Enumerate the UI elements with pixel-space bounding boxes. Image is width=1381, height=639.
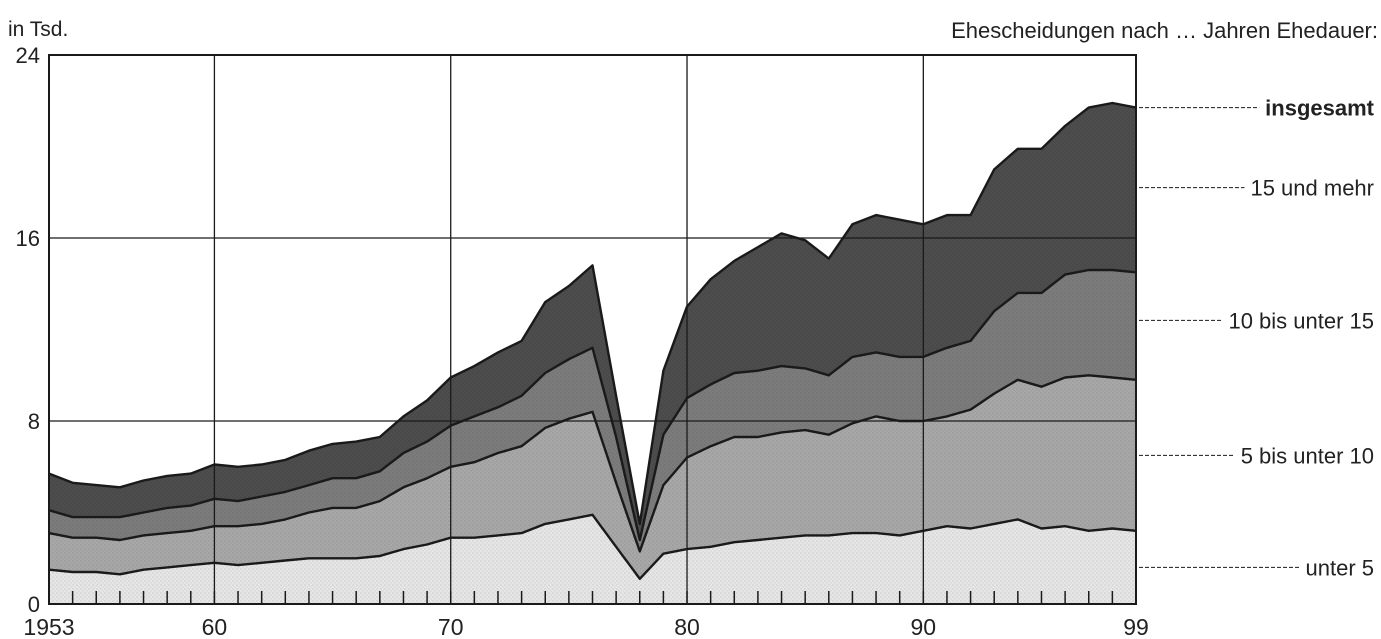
series-line-5-bis-unter-10 bbox=[48, 374, 1137, 553]
series-line-10-bis-unter-15 bbox=[48, 268, 1137, 542]
y-tick-label: 24 bbox=[16, 43, 40, 68]
y-tick-label: 16 bbox=[16, 226, 40, 251]
legend-label: 15 und mehr bbox=[1250, 176, 1374, 201]
legend-label: 10 bis unter 15 bbox=[1228, 308, 1374, 333]
x-tick-label: 90 bbox=[911, 614, 937, 639]
x-tick-label: 60 bbox=[202, 614, 228, 639]
x-tick-label: 1953 bbox=[23, 614, 74, 639]
legend-label: 5 bis unter 10 bbox=[1241, 443, 1374, 468]
x-tick-label: 99 bbox=[1123, 614, 1149, 639]
series-legend: insgesamt 15 und mehr 10 bis unter 15 5 bis… bbox=[1139, 96, 1375, 580]
x-tick-marks bbox=[48, 591, 1137, 604]
legend-label: insgesamt bbox=[1265, 96, 1374, 121]
series-line-unter-5 bbox=[48, 513, 1137, 580]
series-boundaries bbox=[48, 101, 1137, 580]
y-tick-label: 8 bbox=[28, 409, 40, 434]
tick-labels: 0 8 16 24 1953 60 70 80 90 99 bbox=[16, 43, 1149, 639]
series-line-15-und-mehr bbox=[48, 101, 1137, 526]
legend-label: unter 5 bbox=[1306, 555, 1375, 580]
y-tick-label: 0 bbox=[28, 592, 40, 617]
area-texture bbox=[49, 103, 1136, 540]
grid-lines bbox=[49, 55, 1136, 604]
legend-title: Ehescheidungen nach … Jahren Ehedauer: bbox=[951, 18, 1378, 43]
area-texture bbox=[49, 514, 1136, 604]
area-texture bbox=[49, 375, 1136, 579]
x-tick-label: 80 bbox=[674, 614, 700, 639]
y-axis-unit-label: in Tsd. bbox=[8, 18, 68, 41]
x-tick-label: 70 bbox=[438, 614, 464, 639]
